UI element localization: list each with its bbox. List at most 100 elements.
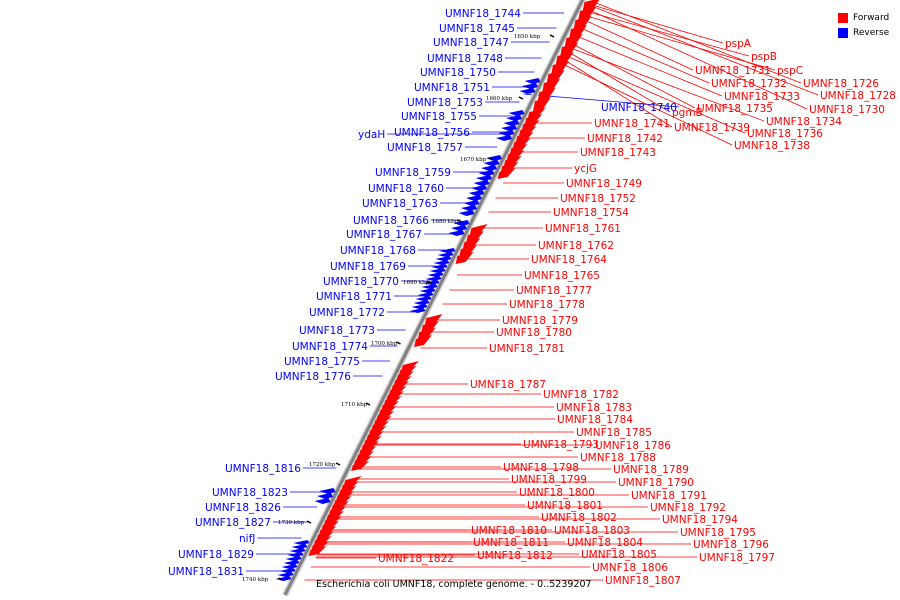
gene-label[interactable]: UMNF18_1759 [375, 167, 451, 179]
forward-gene[interactable] [343, 476, 362, 486]
gene-label[interactable]: UMNF18_1775 [284, 356, 360, 368]
gene-label[interactable]: UMNF18_1829 [178, 549, 254, 561]
gene-label[interactable]: UMNF18_1776 [275, 371, 351, 383]
gene-label[interactable]: UMNF18_1730 [809, 104, 885, 116]
reverse-gene[interactable] [409, 308, 426, 313]
reverse-gene[interactable] [503, 120, 520, 126]
gene-label[interactable]: UMNF18_1807 [605, 575, 681, 587]
forward-gene[interactable] [328, 506, 347, 516]
reverse-gene[interactable] [448, 230, 465, 236]
reverse-gene[interactable] [429, 268, 446, 273]
reverse-gene[interactable] [433, 260, 450, 265]
gene-label[interactable]: UMNF18_1779 [502, 315, 578, 327]
reverse-gene[interactable] [425, 276, 442, 281]
forward-gene[interactable] [313, 536, 332, 546]
forward-gene[interactable] [383, 396, 402, 406]
gene-label[interactable]: UMNF18_1750 [420, 67, 496, 79]
forward-gene[interactable] [338, 486, 357, 496]
gene-label[interactable]: UMNF18_1760 [368, 183, 444, 195]
reverse-gene[interactable] [439, 248, 456, 253]
gene-label[interactable]: UMNF18_1745 [439, 23, 515, 35]
forward-gene[interactable] [351, 461, 369, 471]
forward-gene[interactable] [368, 426, 387, 436]
gene-label[interactable]: UMNF18_1753 [407, 97, 483, 109]
gene-label[interactable]: UMNF18_1800 [519, 487, 595, 499]
reverse-gene[interactable] [453, 220, 470, 226]
forward-gene[interactable] [506, 150, 525, 161]
forward-gene[interactable] [401, 361, 419, 371]
reverse-gene[interactable] [427, 272, 444, 277]
gene-label[interactable]: UMNF18_1771 [316, 291, 392, 303]
gene-label[interactable]: UMNF18_1754 [553, 207, 629, 219]
reverse-gene[interactable] [419, 288, 436, 293]
reverse-gene[interactable] [498, 130, 515, 136]
gene-label[interactable]: UMNF18_1802 [541, 512, 617, 524]
reverse-gene[interactable] [277, 572, 294, 577]
forward-gene[interactable] [564, 34, 583, 48]
reverse-gene[interactable] [501, 125, 517, 131]
forward-gene[interactable] [497, 168, 516, 179]
gene-label[interactable]: UMNF18_1823 [212, 487, 288, 499]
forward-gene[interactable] [361, 441, 379, 451]
forward-gene[interactable] [333, 496, 352, 506]
gene-label[interactable]: UMNF18_1768 [340, 245, 416, 257]
gene-label[interactable]: UMNF18_1786 [595, 440, 671, 452]
gene-label[interactable]: UMNF18_1805 [581, 549, 657, 561]
gene-label[interactable]: UMNF18_1736 [747, 128, 823, 140]
forward-gene[interactable] [323, 516, 342, 526]
forward-gene[interactable] [546, 70, 565, 84]
reverse-gene[interactable] [481, 165, 497, 171]
gene-label[interactable]: UMNF18_1791 [631, 490, 707, 502]
forward-gene[interactable] [373, 416, 392, 426]
gene-label[interactable]: UMNF18_1782 [543, 389, 619, 401]
gene-label[interactable]: UMNF18_1812 [477, 550, 553, 562]
gene-label[interactable]: UMNF18_1728 [820, 90, 896, 102]
gene-label[interactable]: UMNF18_1827 [195, 517, 271, 529]
gene-label[interactable]: ydaH [358, 129, 385, 141]
gene-label[interactable]: UMNF18_1826 [205, 502, 281, 514]
forward-gene[interactable] [509, 144, 528, 155]
reverse-gene[interactable] [293, 540, 310, 545]
gene-label[interactable]: UMNF18_1726 [803, 78, 879, 90]
gene-label[interactable]: UMNF18_1749 [566, 178, 642, 190]
reverse-gene[interactable] [506, 115, 522, 121]
forward-gene[interactable] [381, 401, 399, 411]
forward-gene[interactable] [582, 0, 601, 12]
forward-gene[interactable] [378, 406, 397, 416]
forward-gene[interactable] [371, 421, 389, 431]
forward-gene[interactable] [551, 61, 569, 75]
gene-label[interactable]: UMNF18_1734 [766, 116, 842, 128]
reverse-gene[interactable] [275, 576, 292, 581]
gene-label[interactable]: ycjG [574, 163, 597, 175]
reverse-gene[interactable] [287, 552, 304, 557]
reverse-gene[interactable] [417, 292, 434, 297]
gene-label[interactable]: UMNF18_1796 [693, 539, 769, 551]
forward-gene[interactable] [326, 511, 344, 521]
forward-gene[interactable] [569, 25, 587, 39]
forward-gene[interactable] [500, 162, 519, 173]
forward-gene[interactable] [398, 366, 417, 376]
gene-label[interactable]: UMNF18_1831 [168, 566, 244, 578]
forward-gene[interactable] [459, 245, 477, 257]
gene-label[interactable]: UMNF18_1755 [401, 111, 477, 123]
gene-label[interactable]: UMNF18_1816 [225, 463, 301, 475]
forward-gene[interactable] [555, 52, 574, 66]
gene-label[interactable]: UMNF18_1757 [387, 142, 463, 154]
gene-label[interactable]: UMNF18_1764 [531, 254, 607, 266]
reverse-gene[interactable] [283, 560, 300, 565]
forward-gene[interactable] [388, 386, 407, 396]
forward-gene[interactable] [542, 79, 560, 93]
reverse-gene[interactable] [524, 78, 541, 84]
forward-gene[interactable] [341, 481, 359, 491]
forward-gene[interactable] [356, 451, 374, 461]
reverse-gene[interactable] [522, 83, 538, 89]
gene-label[interactable]: UMNF18_1774 [292, 341, 368, 353]
reverse-gene[interactable] [478, 170, 495, 176]
gene-label[interactable]: UMNF18_1735 [697, 103, 773, 115]
gene-label[interactable]: UMNF18_1806 [592, 562, 668, 574]
forward-gene[interactable] [462, 238, 481, 250]
gene-label[interactable]: UMNF18_1732 [711, 78, 787, 90]
gene-label[interactable]: UMNF18_1780 [496, 327, 572, 339]
forward-gene[interactable] [518, 126, 537, 137]
reverse-gene[interactable] [317, 493, 333, 499]
